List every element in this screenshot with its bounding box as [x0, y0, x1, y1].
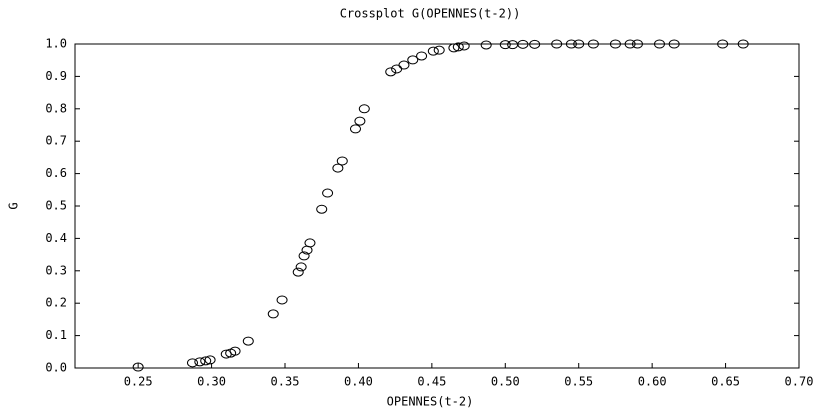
point — [517, 39, 529, 49]
point — [427, 46, 439, 56]
y-tick-label: 0.5 — [45, 199, 67, 213]
point — [295, 262, 307, 272]
y-tick-label: 0.3 — [45, 263, 67, 277]
point — [132, 362, 144, 372]
point — [276, 295, 288, 305]
point — [354, 116, 366, 126]
point — [573, 39, 585, 49]
x-tick-label: 0.45 — [417, 375, 446, 389]
point — [242, 336, 254, 346]
point — [385, 67, 397, 77]
point — [737, 39, 749, 49]
point — [332, 163, 344, 173]
x-tick-label: 0.25 — [124, 375, 153, 389]
y-tick-label: 0.9 — [45, 69, 67, 83]
point — [529, 39, 541, 49]
point — [322, 188, 334, 198]
y-axis-label: G — [7, 202, 21, 209]
point — [631, 39, 643, 49]
point — [391, 64, 403, 74]
point — [448, 43, 460, 53]
x-tick-label: 0.65 — [711, 375, 740, 389]
plot-frame — [74, 43, 800, 369]
x-tick-label: 0.60 — [638, 375, 667, 389]
point — [292, 267, 304, 277]
y-tick-label: 0.6 — [45, 166, 67, 180]
y-tick-label: 0.1 — [45, 328, 67, 342]
point — [458, 41, 470, 51]
x-axis-label: OPENNES(t-2) — [387, 395, 474, 409]
y-tick-label: 0.0 — [45, 361, 67, 375]
y-tick-label: 0.4 — [45, 231, 67, 245]
point — [358, 104, 370, 114]
point — [349, 124, 361, 134]
point — [653, 39, 665, 49]
point — [204, 355, 216, 365]
point — [433, 45, 445, 55]
y-tick-label: 0.8 — [45, 101, 67, 115]
point — [267, 309, 279, 319]
point — [587, 39, 599, 49]
x-tick-label: 0.35 — [271, 375, 300, 389]
point — [229, 346, 241, 356]
x-tick-label: 0.55 — [564, 375, 593, 389]
y-tick-label: 0.7 — [45, 134, 67, 148]
y-tick-label: 0.2 — [45, 296, 67, 310]
point — [398, 60, 410, 70]
point — [551, 39, 563, 49]
x-tick-label: 0.50 — [491, 375, 520, 389]
chart-title: Crossplot G(OPENNES(t-2)) — [340, 7, 521, 21]
point — [668, 39, 680, 49]
point — [565, 39, 577, 49]
point — [304, 238, 316, 248]
point — [407, 55, 419, 65]
point — [200, 356, 212, 366]
point — [298, 251, 310, 261]
point — [416, 51, 428, 61]
point — [507, 40, 519, 50]
y-tick-label: 1.0 — [45, 37, 67, 51]
point — [624, 39, 636, 49]
point — [717, 39, 729, 49]
x-tick-label: 0.40 — [344, 375, 373, 389]
point — [499, 40, 511, 50]
point — [186, 358, 198, 368]
point — [452, 42, 464, 52]
point — [609, 39, 621, 49]
point — [194, 357, 206, 367]
x-tick-label: 0.30 — [197, 375, 226, 389]
point — [480, 40, 492, 50]
point — [336, 156, 348, 166]
x-tick-label: 0.70 — [785, 375, 814, 389]
point — [316, 204, 328, 214]
